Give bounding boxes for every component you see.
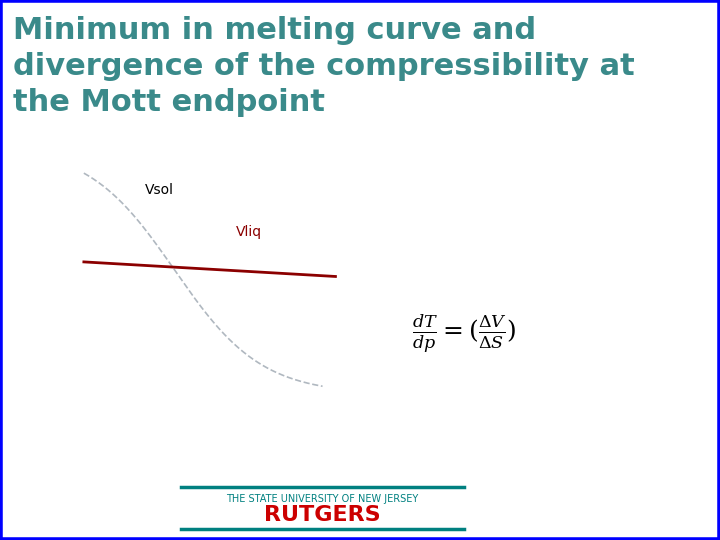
Text: Vliq: Vliq [235,225,261,239]
Text: Minimum in melting curve and
divergence of the compressibility at
the Mott endpo: Minimum in melting curve and divergence … [13,16,634,117]
Text: $\frac{dT}{dp} = (\frac{\Delta V}{\Delta S})$: $\frac{dT}{dp} = (\frac{\Delta V}{\Delta… [413,314,517,356]
Text: RUTGERS: RUTGERS [264,505,381,525]
Text: THE STATE UNIVERSITY OF NEW JERSEY: THE STATE UNIVERSITY OF NEW JERSEY [226,495,418,504]
Text: Vsol: Vsol [145,183,174,197]
